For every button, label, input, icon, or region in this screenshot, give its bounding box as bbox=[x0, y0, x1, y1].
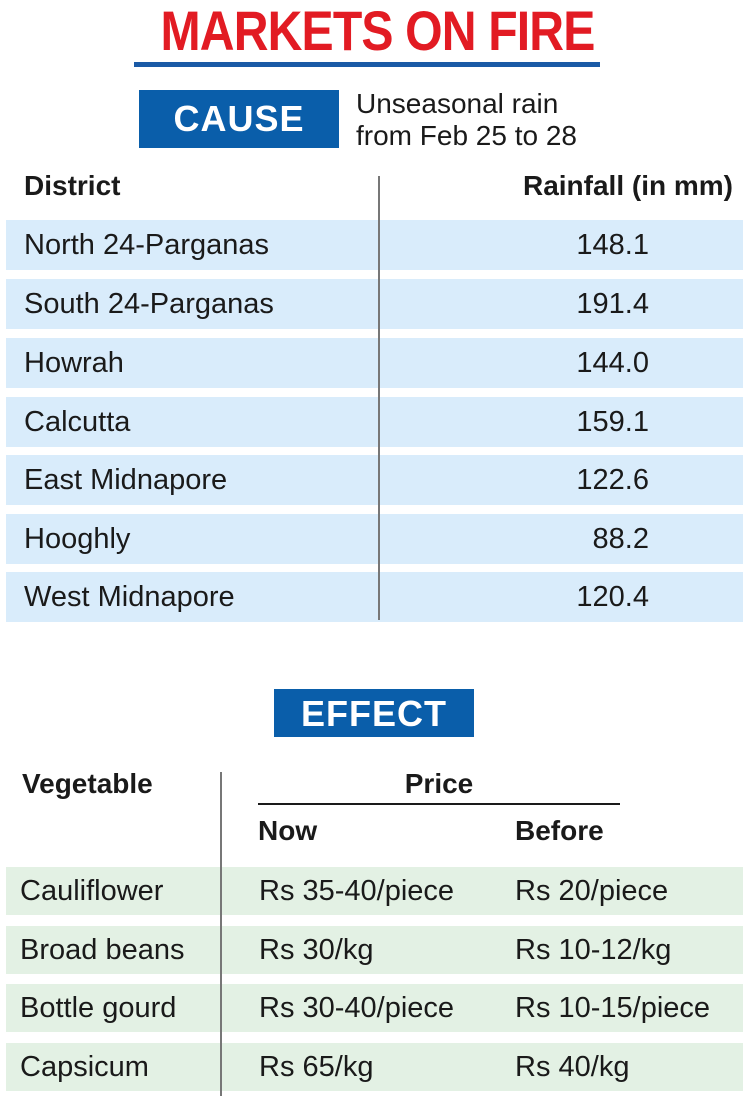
rainfall-value: 144.0 bbox=[576, 347, 649, 379]
table-row: West Midnapore 120.4 bbox=[6, 572, 743, 622]
vegetable-column-divider bbox=[220, 772, 222, 1096]
price-now: Rs 35-40/piece bbox=[259, 875, 455, 907]
vegetable-name: Bottle gourd bbox=[20, 992, 177, 1024]
rainfall-column-divider bbox=[378, 176, 380, 620]
table-row: East Midnapore 122.6 bbox=[6, 455, 743, 505]
rainfall-value: 191.4 bbox=[576, 288, 649, 320]
table-row: Calcutta 159.1 bbox=[6, 397, 743, 447]
price-before: Rs 20/piece bbox=[515, 875, 669, 907]
rainfall-header-value: Rainfall (in mm) bbox=[522, 170, 733, 201]
cause-note: Unseasonal rain from Feb 25 to 28 bbox=[356, 88, 646, 152]
cause-badge: CAUSE bbox=[139, 90, 339, 148]
table-row: Broad beans Rs 30/kg Rs 10-12/kg bbox=[6, 926, 743, 974]
cause-note-line2: from Feb 25 to 28 bbox=[356, 120, 578, 151]
district-name: West Midnapore bbox=[24, 581, 235, 613]
price-header-rule bbox=[258, 803, 620, 805]
district-name: South 24-Parganas bbox=[24, 288, 274, 320]
cause-note-line1: Unseasonal rain bbox=[356, 88, 559, 119]
district-name: Hooghly bbox=[24, 523, 131, 555]
before-header: Before bbox=[515, 815, 604, 846]
price-before: Rs 40/kg bbox=[515, 1051, 630, 1083]
vegetable-name: Cauliflower bbox=[20, 875, 164, 907]
price-before: Rs 10-15/piece bbox=[515, 992, 711, 1024]
table-row: South 24-Parganas 191.4 bbox=[6, 279, 743, 329]
now-header: Now bbox=[258, 815, 318, 846]
price-now: Rs 30-40/piece bbox=[259, 992, 455, 1024]
rainfall-value: 122.6 bbox=[576, 464, 649, 496]
table-row: Cauliflower Rs 35-40/piece Rs 20/piece bbox=[6, 867, 743, 915]
title-underline bbox=[134, 62, 600, 67]
table-row: Bottle gourd Rs 30-40/piece Rs 10-15/pie… bbox=[6, 984, 743, 1032]
district-name: Calcutta bbox=[24, 406, 131, 438]
vegetable-name: Broad beans bbox=[20, 934, 185, 966]
price-now: Rs 65/kg bbox=[259, 1051, 374, 1083]
vegetable-header: Vegetable bbox=[22, 768, 153, 799]
table-row: Hooghly 88.2 bbox=[6, 514, 743, 564]
price-now: Rs 30/kg bbox=[259, 934, 374, 966]
price-before: Rs 10-12/kg bbox=[515, 934, 672, 966]
rainfall-value: 148.1 bbox=[576, 229, 649, 261]
rainfall-value: 120.4 bbox=[576, 581, 649, 613]
table-row: North 24-Parganas 148.1 bbox=[6, 220, 743, 270]
table-row: Howrah 144.0 bbox=[6, 338, 743, 388]
vegetable-name: Capsicum bbox=[20, 1051, 149, 1083]
rainfall-header-district: District bbox=[24, 170, 121, 201]
page-title: MARKETS ON FIRE bbox=[160, 0, 596, 62]
district-name: East Midnapore bbox=[24, 464, 228, 496]
table-row: Capsicum Rs 65/kg Rs 40/kg bbox=[6, 1043, 743, 1091]
rainfall-value: 88.2 bbox=[592, 523, 649, 555]
effect-badge: EFFECT bbox=[274, 689, 474, 737]
district-name: Howrah bbox=[24, 347, 124, 379]
rainfall-value: 159.1 bbox=[576, 406, 649, 438]
district-name: North 24-Parganas bbox=[24, 229, 270, 261]
price-header: Price bbox=[404, 768, 474, 799]
